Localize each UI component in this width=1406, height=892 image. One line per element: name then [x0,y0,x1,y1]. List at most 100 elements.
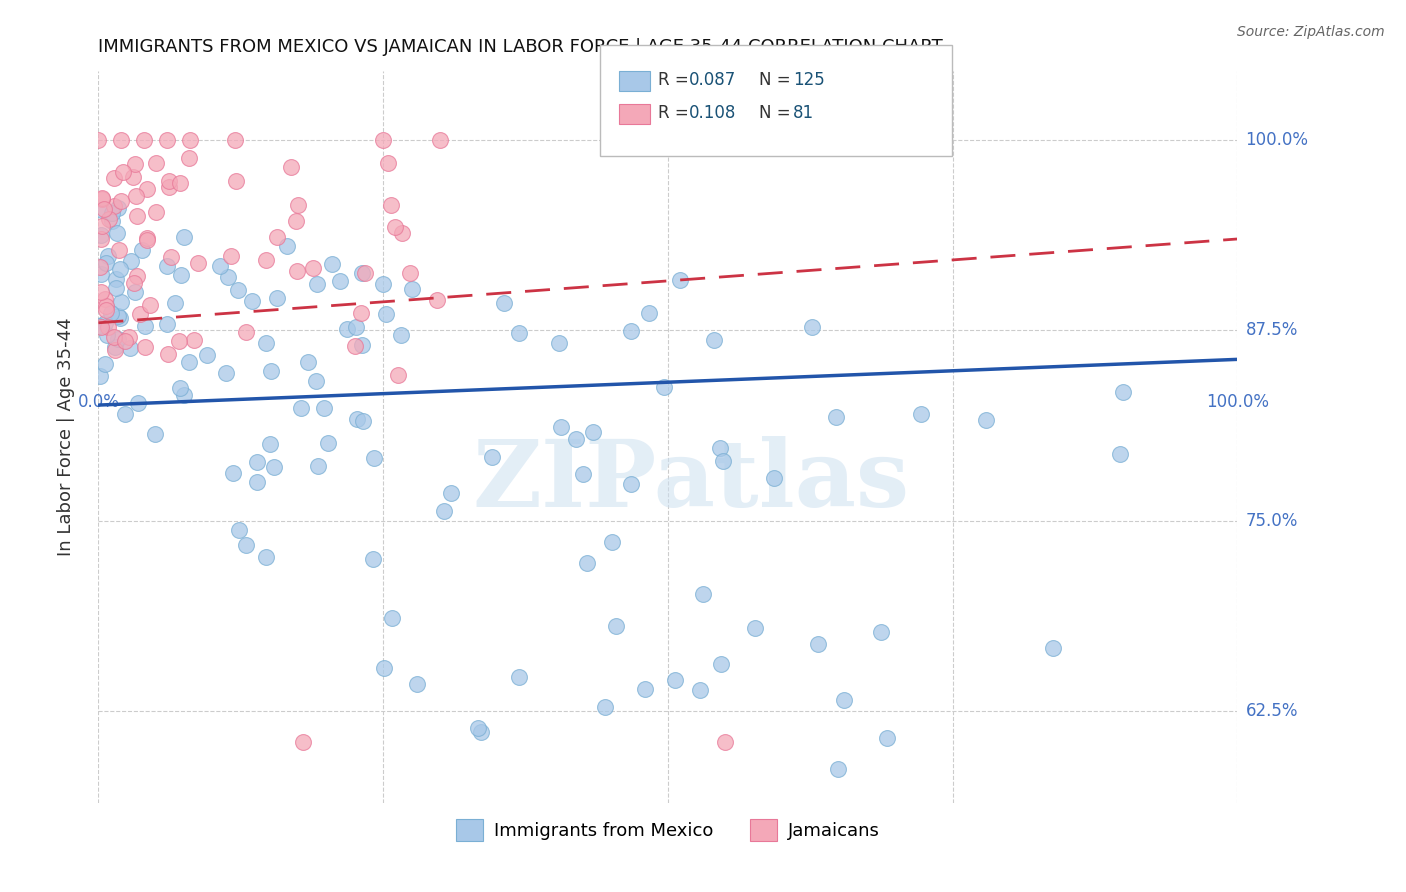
Point [89,368,111,383]
Point [107,332,129,346]
Point [187,256,209,270]
Point [433,504,456,518]
Point [384,219,406,234]
Point [664,673,686,688]
Point [470,725,492,739]
Point [297,354,319,368]
Point [301,261,323,276]
Point [870,625,893,640]
Point [169,176,191,190]
Point [266,291,288,305]
Point [127,268,149,283]
Point [714,735,737,749]
Point [375,308,398,322]
Text: Source: ZipAtlas.com: Source: ZipAtlas.com [1237,25,1385,39]
Point [825,410,848,425]
Point [120,253,142,268]
Point [235,538,257,552]
Point [834,693,856,707]
Point [219,249,242,263]
Point [605,619,627,633]
Point [246,455,269,469]
Point [90,285,112,299]
Point [90,219,112,234]
Point [122,170,145,185]
Point [508,326,530,340]
Point [163,295,186,310]
Point [827,762,849,776]
Point [104,340,127,354]
Point [108,261,131,276]
Point [128,307,150,321]
Point [576,557,599,571]
Legend: Immigrants from Mexico, Jamaicans: Immigrants from Mexico, Jamaicans [449,812,887,848]
Point [638,306,661,320]
Point [744,622,766,636]
Point [103,343,125,358]
Point [90,231,112,245]
Point [221,467,243,481]
Point [669,273,692,287]
Text: N =: N = [759,71,796,89]
Point [100,306,122,320]
Point [110,194,132,208]
Point [170,268,193,282]
Point [145,204,167,219]
Text: IMMIGRANTS FROM MEXICO VS JAMAICAN IN LABOR FORCE | AGE 35-44 CORRELATION CHART: IMMIGRANTS FROM MEXICO VS JAMAICAN IN LA… [98,38,943,56]
Point [602,535,624,549]
Point [280,160,302,174]
Point [381,610,404,624]
Point [654,380,676,394]
Point [290,401,312,415]
Point [1112,384,1135,399]
Point [709,657,731,672]
Point [124,277,146,291]
Point [380,198,402,212]
Point [620,476,643,491]
Point [156,133,179,147]
Text: 0.087: 0.087 [689,71,737,89]
Text: 125: 125 [793,71,825,89]
Point [401,282,423,296]
Text: 100.0%: 100.0% [1246,131,1309,149]
Point [103,330,125,344]
Point [114,407,136,421]
Point [112,165,135,179]
Point [910,407,932,421]
Point [254,550,277,565]
Point [160,250,183,264]
Point [107,310,129,324]
Point [173,230,195,244]
Point [307,458,329,473]
Point [94,357,117,371]
Point [703,333,725,347]
Point [350,266,373,280]
Point [114,334,136,348]
Point [246,475,269,489]
Point [692,587,714,601]
Point [363,451,385,466]
Text: 87.5%: 87.5% [1246,321,1298,340]
Point [131,244,153,258]
Point [228,523,250,537]
Text: 75.0%: 75.0% [1246,512,1298,530]
Point [215,366,238,380]
Point [125,188,148,202]
Point [125,209,148,223]
Point [179,151,201,165]
Point [157,173,180,187]
Point [91,203,114,218]
Point [110,295,132,310]
Point [94,256,117,270]
Point [94,300,117,314]
Point [263,460,285,475]
Point [276,238,298,252]
Text: 100.0%: 100.0% [1206,393,1268,411]
Point [139,298,162,312]
Point [344,339,367,353]
Point [318,435,340,450]
Point [235,325,257,339]
Point [425,293,447,308]
Point [259,437,281,451]
Point [208,259,231,273]
